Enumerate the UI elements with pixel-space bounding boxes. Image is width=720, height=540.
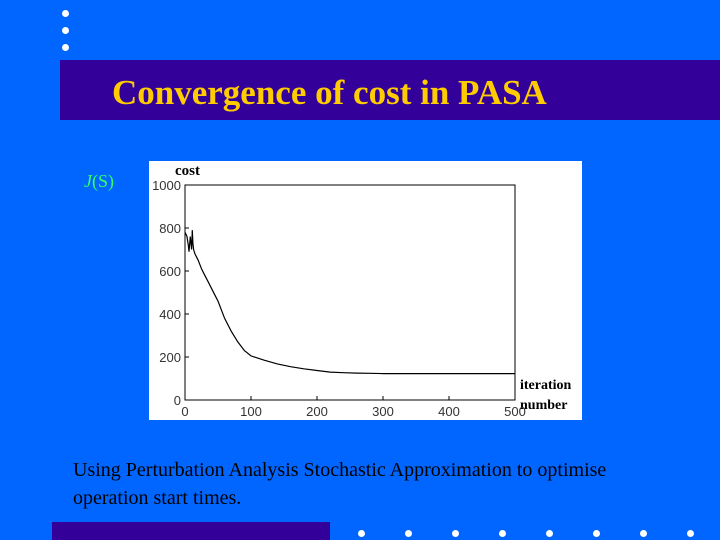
bullet-dot bbox=[62, 10, 69, 17]
y-axis-label: cost bbox=[175, 163, 200, 179]
bullet-dot bbox=[405, 530, 412, 537]
y-tick-label: 1000 bbox=[152, 178, 181, 193]
y-tick-label: 200 bbox=[159, 350, 181, 365]
y-tick-label: 600 bbox=[159, 264, 181, 279]
x-tick-label: 400 bbox=[438, 404, 460, 419]
x-tick-label: 500 bbox=[504, 404, 526, 419]
bullet-dot bbox=[62, 44, 69, 51]
y-axis-symbol-j: J bbox=[84, 171, 92, 191]
y-tick-label: 800 bbox=[159, 221, 181, 236]
bullet-dot bbox=[593, 530, 600, 537]
bullet-dot bbox=[687, 530, 694, 537]
plot-frame bbox=[184, 184, 516, 401]
cost-chart: cost iteration number 0 100 200 300 400 500 0 2… bbox=[152, 163, 572, 419]
bullet-dot bbox=[62, 27, 69, 34]
slide-body-text: Using Perturbation Analysis Stochastic A… bbox=[73, 459, 607, 509]
bottom-bar bbox=[52, 522, 330, 540]
x-tick-label: 100 bbox=[240, 404, 262, 419]
bullet-dot bbox=[640, 530, 647, 537]
slide-title: Convergence of cost in PASA bbox=[112, 73, 547, 112]
x-tick-label: 200 bbox=[306, 404, 328, 419]
x-axis-label-line1: iteration bbox=[520, 378, 572, 393]
title-bar bbox=[60, 60, 720, 120]
cost-series-line bbox=[184, 230, 515, 375]
x-axis-label-line2: number bbox=[520, 398, 567, 413]
bullet-dot bbox=[452, 530, 459, 537]
x-tick-label: 300 bbox=[372, 404, 394, 419]
y-tick-label: 400 bbox=[159, 307, 181, 322]
chart-panel: cost iteration number 0 100 200 300 400 500 0 2… bbox=[149, 161, 582, 420]
bullet-dot bbox=[546, 530, 553, 537]
y-axis-symbol-s: (S) bbox=[92, 171, 114, 191]
y-tick-label: 0 bbox=[174, 393, 181, 408]
x-tick-label: 0 bbox=[181, 404, 188, 419]
bullet-dot bbox=[499, 530, 506, 537]
y-axis-symbol: J(S) bbox=[84, 171, 114, 192]
bullet-dot bbox=[358, 530, 365, 537]
